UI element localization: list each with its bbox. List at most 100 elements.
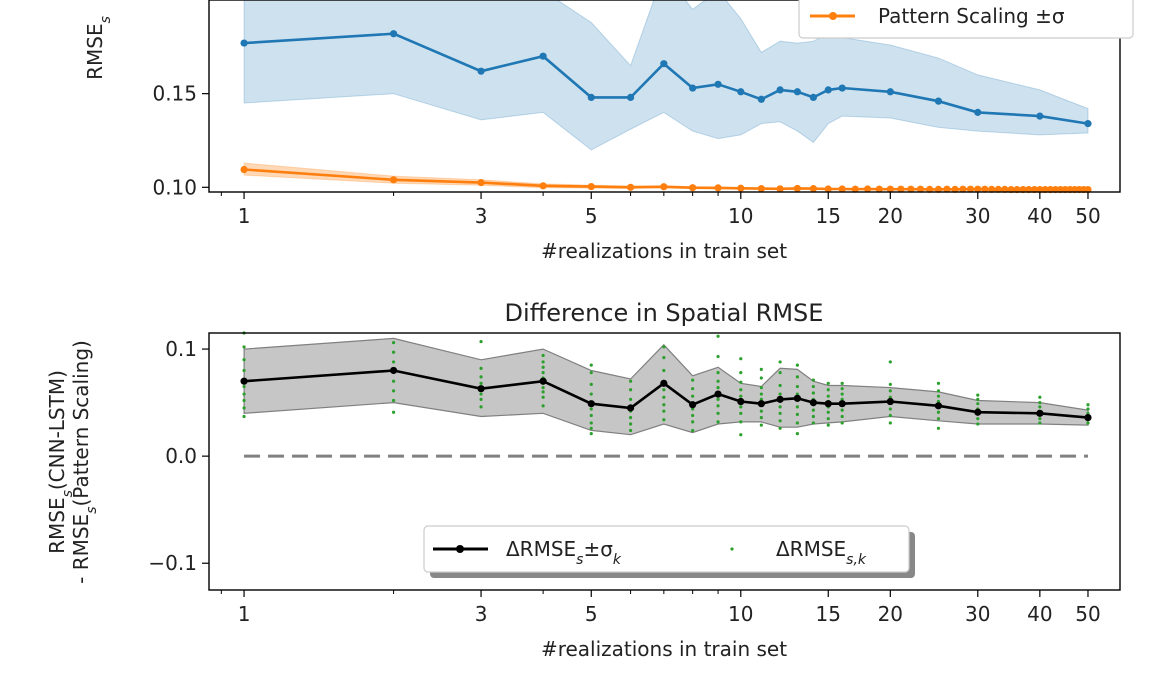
delta-rmse-k-point — [739, 380, 743, 384]
pattern-scaling-point — [916, 185, 925, 193]
delta-rmse-k-point — [391, 350, 396, 354]
x-axis-ticks: 1 3 5 10 15 20 30 40 50 — [220, 192, 1101, 228]
pattern-scaling-point — [737, 184, 745, 192]
delta-rmse-k-point — [628, 415, 633, 420]
delta-rmse-k-point — [716, 420, 720, 424]
delta-rmse-k-point — [888, 382, 892, 386]
delta-rmse-k-point — [840, 421, 844, 425]
delta-rmse-k-point — [826, 388, 830, 392]
delta-rmse-point — [689, 401, 697, 409]
delta-rmse-k-point — [589, 426, 593, 430]
delta-rmse-k-point — [888, 413, 892, 418]
delta-rmse-k-point — [691, 387, 695, 391]
pattern-scaling-point — [660, 183, 668, 191]
y-axis-ticks: 0.10 0.15 — [152, 82, 209, 199]
delta-rmse-k-point — [936, 389, 941, 393]
cnn-lstm-point — [838, 84, 846, 92]
pattern-scaling-point — [477, 179, 485, 187]
cnn-lstm-point — [809, 93, 817, 102]
delta-rmse-k-point — [759, 392, 763, 396]
delta-rmse-k-point — [1086, 403, 1090, 407]
delta-rmse-k-point — [976, 393, 980, 397]
delta-rmse-k-point — [778, 405, 782, 409]
delta-rmse-k-point — [976, 397, 980, 401]
delta-rmse-k-point — [391, 360, 396, 364]
pattern-scaling-point — [793, 184, 801, 193]
y-axis-label-line-1: RMSEs(CNN-LSTM) — [45, 370, 76, 554]
delta-rmse-k-point — [739, 420, 743, 424]
delta-rmse-k-point — [479, 375, 483, 379]
delta-rmse-point — [757, 400, 765, 408]
pattern-scaling-point — [966, 185, 975, 193]
delta-rmse-k-point — [1038, 421, 1042, 425]
delta-rmse-k-point — [1038, 405, 1042, 409]
delta-rmse-k-point — [739, 411, 743, 415]
delta-rmse-k-point — [840, 387, 844, 391]
legend: ΔRMSEs±σk ΔRMSEs,k — [423, 525, 915, 578]
delta-rmse-k-point — [662, 403, 666, 407]
y-axis-tick-label: 0.1 — [165, 337, 197, 361]
delta-rmse-k-point — [811, 391, 815, 395]
x-axis-tick-label: 50 — [1075, 602, 1100, 626]
legend-label-delta-rmse: ΔRMSEs±σk — [506, 537, 622, 568]
delta-rmse-k-point — [589, 371, 593, 375]
x-axis-tick-label: 40 — [1027, 602, 1052, 626]
delta-rmse-k-point — [739, 394, 743, 398]
delta-rmse-k-point — [778, 411, 782, 415]
pattern-scaling-point — [875, 185, 883, 193]
cnn-lstm-point — [539, 52, 547, 60]
line-layer — [240, 366, 1092, 422]
legend-frame — [798, 0, 1134, 39]
delta-rmse-k-point — [242, 358, 246, 362]
pattern-scaling-point — [1001, 185, 1009, 193]
cnn-lstm-point — [974, 108, 982, 116]
delta-rmse-k-point — [691, 428, 695, 433]
x-axis-tick-label: 5 — [585, 602, 598, 626]
x-axis-tick-label: 1 — [238, 204, 251, 228]
cnn-lstm-point — [776, 86, 784, 94]
pattern-scaling-point — [907, 185, 915, 193]
y-axis-tick-label: −0.1 — [148, 551, 197, 575]
delta-rmse-k-point — [1086, 421, 1090, 425]
x-axis-tick-label: 5 — [585, 204, 598, 228]
delta-rmse-point — [539, 377, 547, 385]
delta-rmse-k-point — [826, 423, 830, 427]
delta-rmse-k-point — [716, 334, 720, 338]
axes-frame — [208, 332, 1121, 591]
delta-rmse-k-point — [589, 363, 593, 367]
legend-frame — [423, 525, 910, 573]
pattern-scaling-point — [809, 185, 817, 193]
delta-rmse-k-point — [739, 388, 743, 392]
delta-rmse-k-point — [628, 422, 633, 426]
delta-rmse-k-point — [759, 415, 763, 420]
delta-rmse-k-point — [479, 366, 483, 370]
cnn-lstm-point — [689, 84, 697, 92]
x-axis-tick-label: 40 — [1027, 204, 1052, 228]
cnn-lstm-point — [660, 60, 668, 68]
delta-rmse-k-point — [242, 345, 246, 349]
delta-rmse-k-point — [628, 379, 633, 383]
cnn-lstm-point — [1036, 112, 1044, 120]
y-axis-tick-label: 0.15 — [152, 82, 197, 106]
delta-rmse-k-point — [778, 426, 782, 430]
delta-rmse-k-point — [811, 384, 815, 389]
delta-rmse-point — [714, 390, 722, 398]
delta-rmse-point — [660, 379, 668, 387]
delta-rmse-k-point — [662, 345, 666, 349]
delta-rmse-k-point — [716, 386, 720, 390]
delta-rmse-point — [477, 385, 485, 393]
delta-rmse-k-point — [840, 414, 844, 419]
delta-rmse-point — [793, 394, 801, 402]
x-axis-ticks: 1 3 5 10 15 20 30 40 50 — [220, 590, 1101, 626]
x-axis-tick-label: 30 — [965, 602, 990, 626]
pattern-scaling-point — [757, 185, 765, 193]
delta-rmse-k-point — [826, 417, 830, 421]
delta-rmse-point — [626, 404, 635, 412]
legend-entry-pattern-scaling: Pattern Scaling ±σ — [810, 4, 1065, 28]
delta-rmse-k-point — [716, 404, 720, 408]
cnn-lstm-point — [757, 95, 765, 103]
delta-rmse-k-point — [811, 421, 815, 425]
delta-rmse-k-point — [628, 397, 633, 401]
delta-rmse-k-point — [589, 421, 593, 425]
delta-rmse-k-point — [759, 386, 763, 390]
